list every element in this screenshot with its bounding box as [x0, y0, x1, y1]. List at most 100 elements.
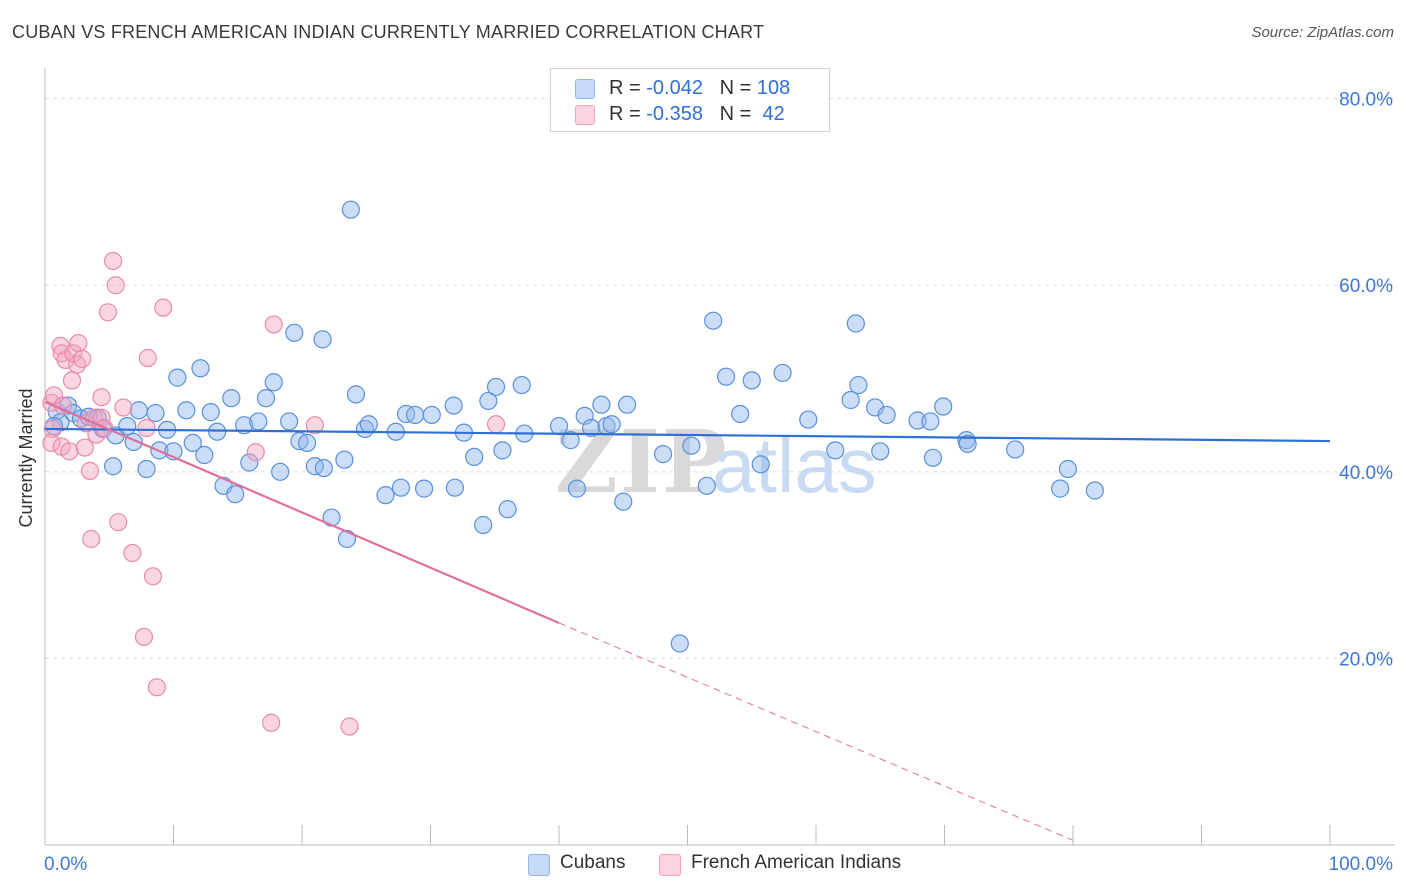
point-cubans [445, 478, 465, 497]
point-cubans [285, 323, 304, 342]
point-cubans [479, 391, 498, 411]
r-label: R = [609, 103, 647, 125]
point-cubans [313, 330, 332, 349]
point-french-american-indians [138, 348, 157, 368]
point-french-american-indians [143, 567, 163, 586]
point-cubans [799, 410, 818, 429]
point-french-american-indians [69, 333, 88, 353]
point-cubans [742, 371, 761, 390]
r-value-cubans: -0.042 [646, 77, 703, 99]
point-cubans [567, 479, 587, 498]
point-cubans [773, 363, 792, 383]
legend-swatch-french-american-indians [575, 105, 595, 125]
r-label: R = [609, 77, 647, 99]
point-french-american-indians [82, 529, 101, 549]
point-cubans [682, 436, 701, 455]
point-french-american-indians [109, 513, 128, 532]
point-french-american-indians [264, 315, 283, 334]
point-cubans [826, 441, 845, 460]
y-tick-label: 40.0% [1339, 463, 1393, 484]
point-cubans [240, 453, 259, 472]
point-cubans [474, 515, 493, 535]
point-cubans [298, 433, 317, 453]
n-label: N = [719, 103, 757, 125]
point-french-american-indians [75, 438, 94, 457]
point-french-american-indians [106, 276, 125, 295]
point-french-american-indians [98, 303, 118, 322]
point-french-american-indians [137, 418, 156, 438]
point-french-american-indians [114, 398, 133, 417]
stats-legend: R = -0.042 N = 108 R = -0.358 N = 42 [550, 68, 830, 132]
point-cubans [498, 500, 517, 519]
trend-line-french-american-indians [44, 400, 560, 624]
bottom-legend-label-french-american-indians: French American Indians [691, 852, 902, 873]
point-cubans [849, 375, 868, 395]
point-cubans [908, 411, 927, 430]
point-cubans [414, 479, 434, 498]
point-cubans [222, 389, 241, 408]
point-cubans [561, 431, 580, 450]
point-french-american-indians [73, 349, 92, 369]
y-tick-label: 80.0% [1339, 90, 1393, 111]
point-french-american-indians [305, 416, 324, 435]
y-tick-label: 20.0% [1339, 649, 1393, 670]
chart-title: CUBAN VS FRENCH AMERICAN INDIAN CURRENTL… [12, 22, 765, 42]
point-cubans [376, 486, 395, 505]
point-french-american-indians [92, 388, 111, 407]
x-tick-label: 0.0% [44, 854, 87, 875]
point-french-american-indians [60, 442, 79, 461]
point-cubans [249, 412, 268, 431]
point-french-american-indians [62, 371, 82, 390]
point-cubans [271, 462, 290, 481]
point-cubans [129, 401, 148, 420]
point-cubans [618, 395, 637, 414]
trend-line-french-american-indians-extension [558, 622, 1074, 841]
point-cubans [934, 397, 953, 416]
point-cubans [208, 422, 227, 441]
point-cubans [716, 367, 736, 386]
point-cubans [118, 417, 137, 436]
n-value-cubans: 108 [756, 77, 791, 99]
point-cubans [582, 418, 601, 438]
point-cubans [391, 478, 411, 497]
point-cubans [493, 441, 512, 460]
point-cubans [256, 389, 276, 408]
point-french-american-indians [246, 443, 265, 462]
point-cubans [337, 529, 357, 549]
point-cubans [1058, 459, 1077, 479]
point-cubans [201, 403, 220, 422]
point-cubans [1051, 479, 1070, 498]
point-cubans [226, 485, 245, 504]
legend-swatch-cubans [575, 79, 595, 99]
point-cubans [602, 415, 621, 434]
point-french-american-indians [340, 717, 359, 736]
point-cubans [168, 368, 187, 387]
point-cubans [280, 412, 299, 431]
point-cubans [549, 417, 569, 436]
watermark: ZIP atlas [555, 412, 877, 513]
point-cubans [1085, 481, 1104, 500]
tick-labels: 20.0% 40.0% 60.0% 80.0% 0.0% 100.0% [44, 90, 1393, 875]
bottom-swatch-french-american-indians [659, 854, 681, 876]
n-value-french-american-indians: 42 [756, 103, 785, 125]
y-axis-label: Currently Married [16, 388, 36, 527]
point-french-american-indians [42, 433, 61, 453]
n-label: N = [719, 77, 757, 99]
trend-line-cubans [44, 427, 1331, 443]
point-french-american-indians [80, 461, 100, 480]
r-value-french-american-indians: -0.358 [646, 103, 703, 125]
point-cubans [697, 476, 716, 495]
point-french-american-indians [486, 415, 506, 434]
point-cubans [512, 375, 531, 395]
point-cubans [305, 457, 324, 476]
axes [44, 68, 1395, 846]
point-french-american-indians [44, 386, 64, 405]
point-cubans [191, 359, 210, 378]
point-cubans [1006, 440, 1025, 459]
point-cubans [958, 434, 977, 453]
bottom-swatch-cubans [528, 854, 550, 876]
point-cubans [264, 373, 283, 392]
bottom-legend-label-cubans: Cubans [560, 852, 626, 873]
point-cubans [486, 377, 506, 397]
point-cubans [314, 458, 333, 478]
